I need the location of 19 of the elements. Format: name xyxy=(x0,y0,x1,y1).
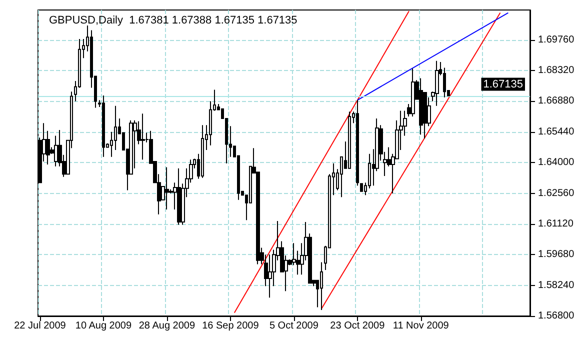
y-tick-label: 1.64000 xyxy=(538,157,575,168)
y-tick-label: 1.66880 xyxy=(538,96,575,107)
y-tick-label: 1.61120 xyxy=(538,218,574,230)
x-tick-label: 16 Sep 2009 xyxy=(202,320,260,332)
y-tick-label: 1.65440 xyxy=(538,126,575,138)
x-tick-label: 23 Oct 2009 xyxy=(330,320,386,332)
y-tick-label: 1.69760 xyxy=(538,34,575,46)
y-tick-label: 1.68320 xyxy=(538,65,575,76)
x-tick-label: 5 Oct 2009 xyxy=(269,320,319,332)
y-tick-label: 1.58240 xyxy=(538,280,575,291)
x-tick-label: 10 Aug 2009 xyxy=(75,320,132,332)
ref-line-label: 1.67135 xyxy=(483,78,523,90)
y-tick-label: 1.59680 xyxy=(538,249,575,260)
x-tick-label: 28 Aug 2009 xyxy=(138,320,196,332)
y-tick-label: 1.62560 xyxy=(538,188,575,199)
y-tick-label: 1.56800 xyxy=(538,310,575,322)
x-tick-label: 11 Nov 2009 xyxy=(392,320,450,332)
x-tick-label: 22 Jul 2009 xyxy=(14,320,66,332)
chart-title: GBPUSD,Daily 1.67381 1.67388 1.67135 1.67135 xyxy=(49,14,298,26)
